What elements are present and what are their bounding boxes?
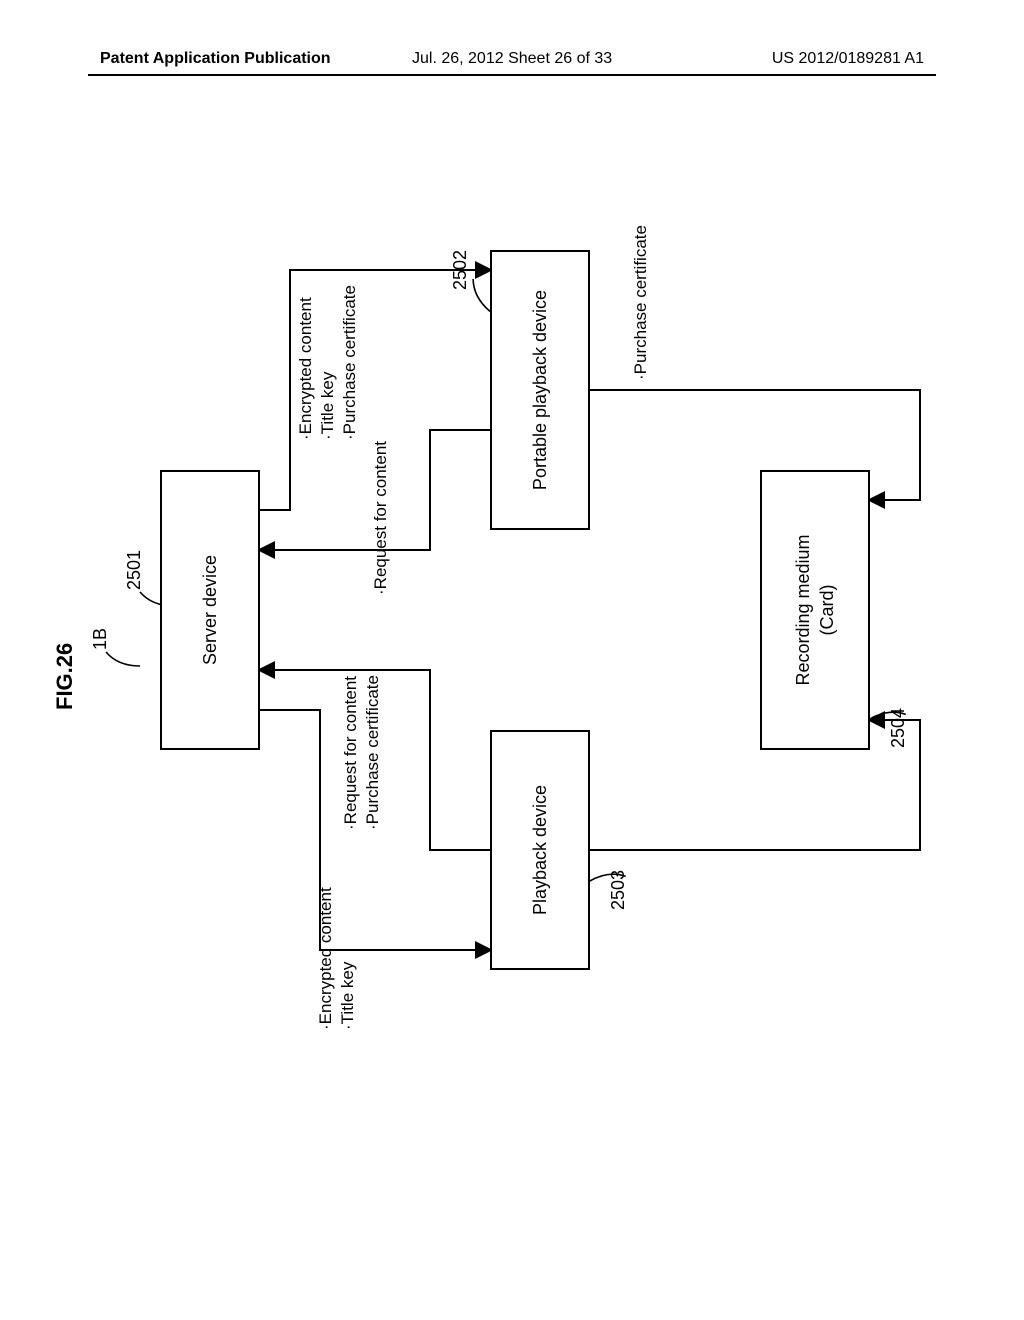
header-center: Jul. 26, 2012 Sheet 26 of 33: [412, 50, 612, 68]
portable-playback-device-box: Portable playback device: [490, 250, 590, 530]
ref-portable: 2502: [450, 250, 471, 290]
server-device-box: Server device: [160, 470, 260, 750]
ref-recording: 2504: [888, 708, 909, 748]
label-purchase-bottom: ·Purchase certificate: [630, 225, 652, 380]
ref-playback: 2503: [608, 870, 629, 910]
playback-device-box: Playback device: [490, 730, 590, 970]
label-encrypted-titlekey-left: ·Encrypted content·Title key: [315, 887, 359, 1030]
ref-1b: 1B: [90, 628, 111, 650]
recording-line1: Recording medium: [793, 534, 813, 685]
ref-tick-1b: [104, 650, 142, 670]
ref-server: 2501: [124, 550, 145, 590]
label-request-right: ·Request for content: [370, 441, 392, 595]
header-left: Patent Application Publication: [100, 50, 331, 68]
header-right: US 2012/0189281 A1: [772, 50, 924, 68]
label-encrypted-titlekey-purchase-right: ·Encrypted content·Title key·Purchase ce…: [295, 285, 361, 440]
recording-line2: (Card): [817, 585, 837, 636]
recording-medium-box: Recording medium (Card): [760, 470, 870, 750]
figure-label: FIG.26: [52, 643, 78, 710]
diagram-rotated-container: FIG.26 1B 2501 2502 2503 2504: [60, 250, 960, 1010]
label-request-purchase-left: ·Request for content·Purchase certificat…: [340, 675, 384, 830]
header-rule: [88, 74, 936, 76]
